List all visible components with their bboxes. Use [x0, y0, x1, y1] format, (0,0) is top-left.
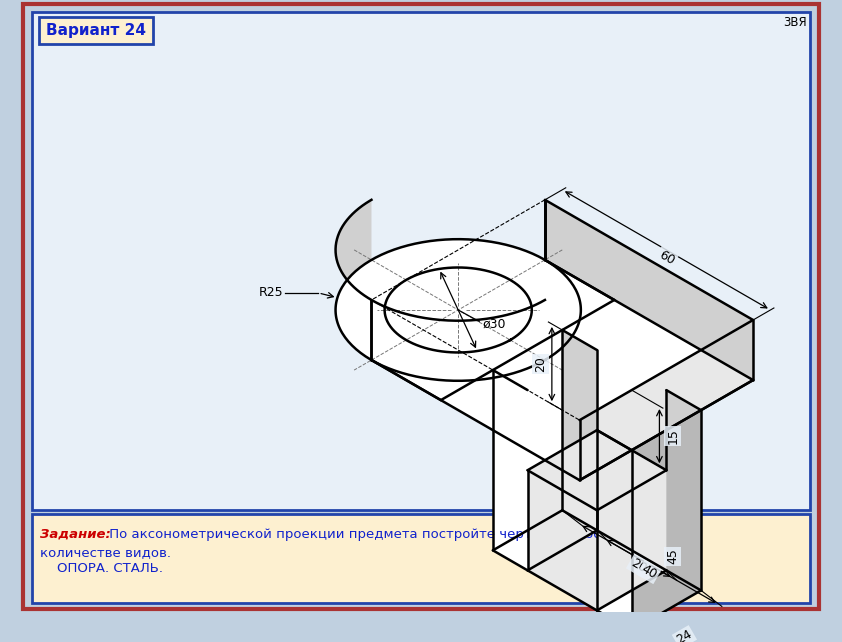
Polygon shape — [371, 300, 579, 480]
Text: 45: 45 — [666, 548, 679, 564]
Polygon shape — [562, 330, 597, 530]
Text: ø30: ø30 — [482, 318, 505, 331]
Text: 20: 20 — [628, 557, 648, 576]
Text: количестве видов.: количестве видов. — [40, 546, 172, 559]
Text: R25: R25 — [258, 286, 283, 299]
Text: Вариант 24: Вариант 24 — [45, 23, 146, 38]
Polygon shape — [528, 470, 597, 611]
Text: 3ВЯ: 3ВЯ — [783, 17, 807, 30]
Text: 40: 40 — [639, 562, 659, 582]
FancyBboxPatch shape — [24, 4, 818, 609]
Text: По аксонометрической проекции предмета постройте чертеж в необходимом: По аксонометрической проекции предмета п… — [105, 528, 664, 541]
Polygon shape — [545, 200, 753, 380]
Polygon shape — [336, 239, 581, 381]
Text: 60: 60 — [656, 248, 676, 267]
FancyBboxPatch shape — [32, 12, 810, 510]
Polygon shape — [385, 268, 532, 352]
Polygon shape — [336, 200, 545, 381]
Polygon shape — [528, 430, 597, 570]
Polygon shape — [528, 430, 666, 510]
Polygon shape — [579, 320, 753, 480]
FancyBboxPatch shape — [32, 514, 810, 603]
Polygon shape — [493, 510, 597, 570]
FancyBboxPatch shape — [39, 17, 153, 44]
Polygon shape — [597, 470, 666, 611]
Polygon shape — [632, 410, 701, 630]
Polygon shape — [597, 570, 701, 630]
Polygon shape — [371, 260, 753, 480]
Polygon shape — [493, 370, 632, 630]
Polygon shape — [666, 390, 701, 591]
Text: 24: 24 — [674, 628, 695, 642]
Text: 20: 20 — [534, 356, 547, 372]
Text: ОПОРА. СТАЛЬ.: ОПОРА. СТАЛЬ. — [40, 562, 163, 575]
Text: 15: 15 — [666, 428, 679, 444]
Text: Задание:: Задание: — [40, 528, 111, 541]
